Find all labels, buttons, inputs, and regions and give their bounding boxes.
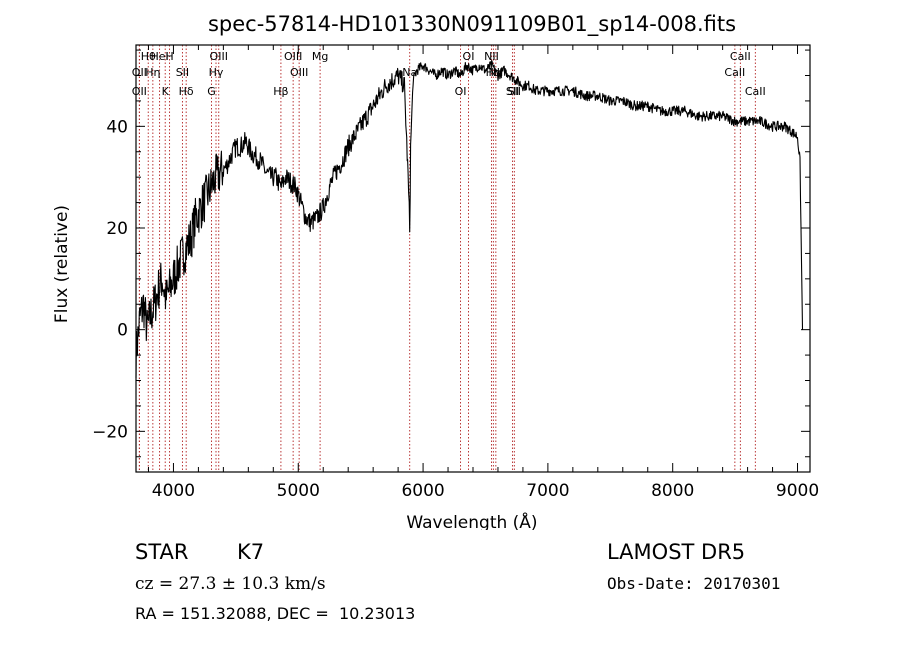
spectral-line-label: HeI bbox=[150, 50, 168, 63]
x-tick-label: 7000 bbox=[526, 481, 569, 501]
spectral-line-label: Hβ bbox=[273, 85, 288, 98]
chart-title: spec-57814-HD101330N091109B01_sp14-008.f… bbox=[208, 12, 736, 37]
spectral-line-label: OI bbox=[463, 50, 475, 63]
x-axis-ticks: 4000 5000 6000 7000 8000 9000 bbox=[147, 45, 819, 501]
spectral-line-label: SII bbox=[176, 66, 189, 79]
spectral-line-label: SII bbox=[506, 85, 519, 98]
spectral-line-label: OI bbox=[455, 85, 467, 98]
spectral-line-label: K bbox=[162, 85, 170, 98]
spectral-line-label: OIII bbox=[284, 50, 302, 63]
spectral-line-label: Mg bbox=[312, 50, 328, 63]
y-axis-label: Flux (relative) bbox=[52, 205, 72, 323]
survey-name: LAMOST DR5 bbox=[607, 540, 746, 564]
spectral-line-label: SII bbox=[508, 85, 521, 98]
x-tick-label: 5000 bbox=[277, 481, 320, 501]
coordinates: RA = 151.32088, DEC = 10.23013 bbox=[135, 604, 416, 623]
y-tick-label: −20 bbox=[92, 422, 128, 442]
y-tick-label: 0 bbox=[117, 321, 128, 341]
x-axis-label: Wavelength (Å) bbox=[406, 511, 537, 530]
y-axis-ticks: −20 0 20 40 bbox=[92, 49, 810, 458]
spectral-line-markers bbox=[138, 45, 756, 472]
spectral-line-label: Hη bbox=[145, 66, 160, 79]
spectral-line-label: G bbox=[207, 85, 216, 98]
spectral-line-label: Hθ bbox=[141, 50, 156, 63]
spectrum-chart: spec-57814-HD101330N091109B01_sp14-008.f… bbox=[52, 12, 819, 530]
redshift-value: cz = 27.3 ± 10.3 km/s bbox=[135, 574, 326, 594]
x-tick-label: 6000 bbox=[401, 481, 444, 501]
spectral-line-label: H bbox=[165, 50, 173, 63]
spectral-line-label: CaII bbox=[724, 66, 745, 79]
y-tick-label: 40 bbox=[106, 117, 128, 137]
subclass: K7 bbox=[237, 540, 265, 564]
y-tick-label: 20 bbox=[106, 219, 128, 239]
spectral-line-label: CaII bbox=[730, 50, 751, 63]
plot-frame bbox=[135, 44, 811, 473]
spectral-line-label: OIII bbox=[210, 50, 228, 63]
spectrum-line bbox=[135, 60, 804, 379]
spectral-line-labels: HθOIIOIIHeIHηKHSIIHδOIIIHγGOIIIOIIIHβMgN… bbox=[132, 50, 766, 98]
object-type: STAR bbox=[135, 540, 189, 564]
spectral-line-label: Hδ bbox=[179, 85, 194, 98]
spectral-line-label: OII bbox=[132, 85, 147, 98]
spectral-line-label: NII bbox=[484, 50, 499, 63]
x-tick-label: 4000 bbox=[152, 481, 195, 501]
spectral-line-label: OIII bbox=[290, 66, 308, 79]
observation-date: Obs-Date: 20170301 bbox=[607, 574, 781, 593]
spectral-line-label: Na bbox=[402, 66, 417, 79]
spectral-line-label: CaII bbox=[745, 85, 766, 98]
x-tick-label: 8000 bbox=[651, 481, 694, 501]
spectral-line-label: Hγ bbox=[209, 66, 224, 79]
x-tick-label: 9000 bbox=[776, 481, 819, 501]
